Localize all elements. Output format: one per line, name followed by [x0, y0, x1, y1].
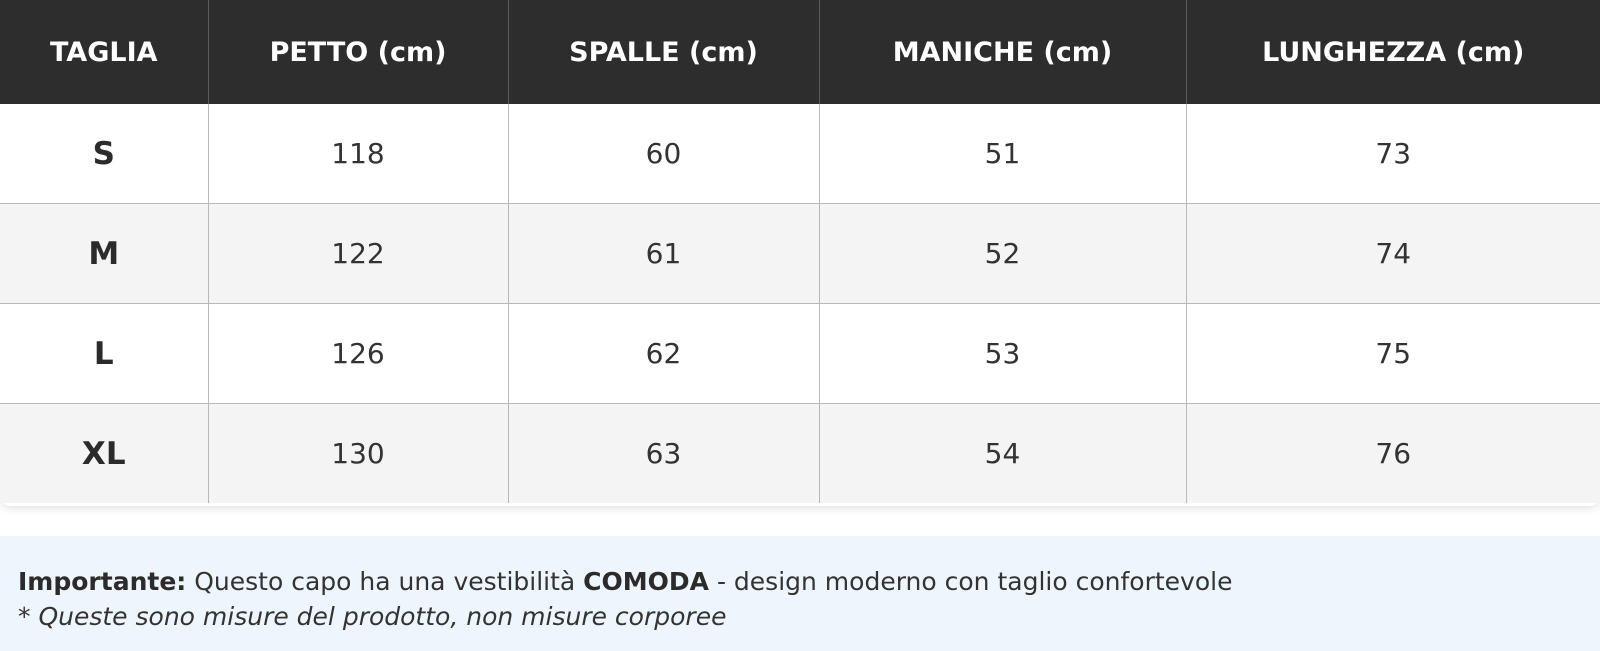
table-row: S 118 60 51 73 — [0, 104, 1600, 204]
size-cell: S — [0, 104, 209, 204]
size-cell: L — [0, 303, 209, 404]
size-cell: M — [0, 203, 209, 304]
chest-cell: 126 — [208, 303, 509, 404]
table-header-row: TAGLIA PETTO (cm) SPALLE (cm) MANICHE (c… — [0, 0, 1600, 104]
fit-note-text-after: - design moderno con taglio confortevole — [709, 567, 1233, 596]
table-row: XL 130 63 54 76 — [0, 403, 1600, 503]
size-table-container: TAGLIA PETTO (cm) SPALLE (cm) MANICHE (c… — [0, 0, 1600, 503]
column-header-sleeves: MANICHE (cm) — [819, 0, 1187, 104]
chest-cell: 118 — [208, 104, 509, 204]
column-header-size: TAGLIA — [0, 0, 209, 104]
length-cell: 76 — [1186, 403, 1600, 503]
shoulders-cell: 60 — [508, 104, 820, 204]
sleeves-cell: 54 — [819, 403, 1187, 503]
fit-type: COMODA — [583, 567, 710, 596]
fit-note-box: Importante: Questo capo ha una vestibili… — [0, 536, 1600, 651]
column-header-chest: PETTO (cm) — [208, 0, 509, 104]
column-header-length: LUNGHEZZA (cm) — [1186, 0, 1600, 104]
sleeves-cell: 51 — [819, 104, 1187, 204]
sleeves-cell: 52 — [819, 203, 1187, 304]
sleeves-cell: 53 — [819, 303, 1187, 404]
measurement-disclaimer: * Queste sono misure del prodotto, non m… — [18, 602, 727, 631]
important-label: Importante: — [18, 567, 187, 596]
table-row: M 122 61 52 74 — [0, 203, 1600, 304]
table-row: L 126 62 53 75 — [0, 303, 1600, 404]
fit-note-line: Importante: Questo capo ha una vestibili… — [18, 564, 1600, 599]
chest-cell: 130 — [208, 403, 509, 503]
shoulders-cell: 62 — [508, 303, 820, 404]
length-cell: 75 — [1186, 303, 1600, 404]
shoulders-cell: 61 — [508, 203, 820, 304]
size-table: TAGLIA PETTO (cm) SPALLE (cm) MANICHE (c… — [0, 0, 1600, 503]
shoulders-cell: 63 — [508, 403, 820, 503]
length-cell: 73 — [1186, 104, 1600, 204]
length-cell: 74 — [1186, 203, 1600, 304]
chest-cell: 122 — [208, 203, 509, 304]
size-cell: XL — [0, 403, 209, 503]
column-header-shoulders: SPALLE (cm) — [508, 0, 820, 104]
fit-note-text-before: Questo capo ha una vestibilità — [186, 567, 584, 596]
